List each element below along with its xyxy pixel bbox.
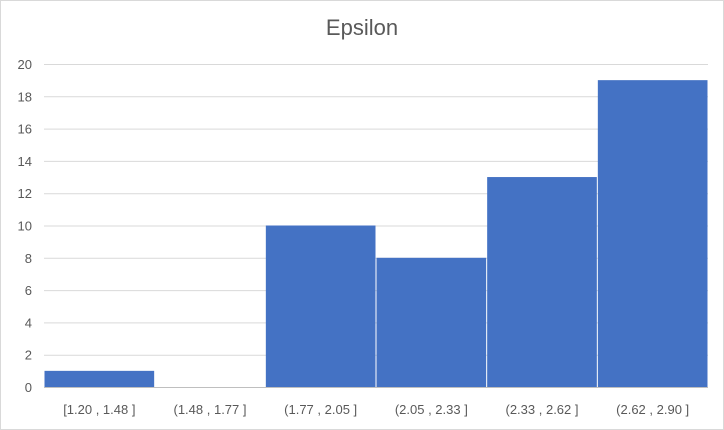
y-tick-label: 12 xyxy=(18,186,32,201)
y-tick-label: 20 xyxy=(18,57,32,72)
y-tick-label: 18 xyxy=(18,89,32,104)
x-tick-label: (2.62 , 2.90 ] xyxy=(616,402,689,417)
histogram-bar xyxy=(487,177,597,387)
histogram-bar xyxy=(265,225,376,387)
y-tick-label: 8 xyxy=(25,251,32,266)
histogram-bar xyxy=(44,370,155,387)
y-tick-label: 14 xyxy=(18,154,32,169)
x-tick-label: (1.48 , 1.77 ] xyxy=(174,402,247,417)
x-tick-label: [1.20 , 1.48 ] xyxy=(63,402,135,417)
y-tick-label: 16 xyxy=(18,122,32,137)
x-tick-label: (2.33 , 2.62 ] xyxy=(506,402,579,417)
y-tick-label: 10 xyxy=(18,219,32,234)
y-tick-label: 6 xyxy=(25,283,32,298)
x-tick-label: (1.77 , 2.05 ] xyxy=(284,402,357,417)
chart-title: Epsilon xyxy=(325,15,399,40)
x-tick-label: (2.05 , 2.33 ] xyxy=(395,402,468,417)
y-tick-label: 2 xyxy=(25,348,32,363)
y-tick-label: 0 xyxy=(25,380,32,395)
y-tick-label: 4 xyxy=(25,315,32,330)
histogram-bar xyxy=(376,257,487,387)
histogram-bar xyxy=(597,80,708,388)
